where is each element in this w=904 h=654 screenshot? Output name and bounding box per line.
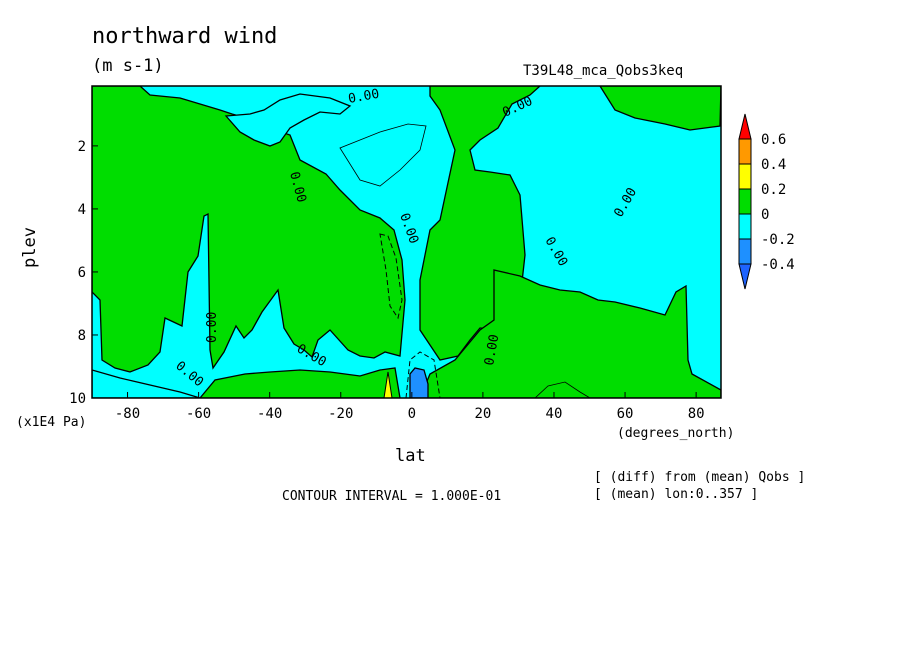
thin-contour-top [339, 123, 427, 187]
y-tick-label: 10 [69, 391, 86, 407]
x-tick-label: 80 [688, 406, 705, 422]
negative-blob-top-left [224, 93, 352, 147]
x-tick-label: -80 [115, 406, 140, 422]
dashed-contour-bottom [405, 351, 441, 398]
x-axis-ticks: -80 -60 -40 -20 0 20 40 60 80 [115, 392, 705, 422]
contour-interval-note: CONTOUR INTERVAL = 1.000E-01 [282, 489, 502, 504]
colorbar-label: 0.4 [761, 157, 786, 173]
positive-region-bottom-left [199, 367, 401, 398]
negative-blob-near-zero [409, 367, 429, 398]
x-tick-label: 40 [546, 406, 563, 422]
y-axis-unit: (x1E4 Pa) [16, 415, 87, 430]
contour-fill-layer [92, 86, 721, 398]
colorbar: 0.6 0.4 0.2 0 -0.2 -0.4 [738, 113, 795, 290]
x-tick-label: 20 [474, 406, 491, 422]
colorbar-segment [738, 138, 752, 165]
y-tick-label: 2 [78, 139, 86, 155]
x-tick-label: 0 [408, 406, 416, 422]
negative-blob-bottom-left [92, 369, 201, 398]
y-axis-ticks: 2 4 6 8 10 [69, 139, 98, 407]
colorbar-label: 0.2 [761, 182, 786, 198]
mean-note: [ (mean) lon:0..357 ] [594, 487, 759, 502]
dashed-contour-mid [379, 233, 403, 320]
positive-spike-near-zero [383, 371, 393, 398]
thin-contour-bottom [534, 381, 591, 398]
run-label: T39L48_mca_Qobs3keq [523, 63, 684, 79]
chart-title: northward wind [92, 24, 278, 49]
x-tick-label: 60 [617, 406, 634, 422]
positive-region-lower-right [419, 269, 721, 398]
colorbar-label: -0.4 [761, 257, 795, 273]
y-tick-label: 4 [78, 202, 86, 218]
colorbar-label: 0.6 [761, 132, 786, 148]
contour-label: 0.00 [347, 87, 380, 107]
y-tick-label: 8 [78, 328, 86, 344]
colorbar-segment [738, 213, 752, 240]
x-tick-label: -40 [257, 406, 282, 422]
plot-frame [91, 85, 722, 399]
x-axis-unit: (degrees_north) [617, 426, 735, 441]
x-tick-label: -20 [328, 406, 353, 422]
colorbar-bottom-arrow [738, 263, 752, 290]
colorbar-label: 0 [761, 207, 769, 223]
chart-units: (m s-1) [92, 56, 164, 76]
contour-label: 0.00 [205, 312, 220, 343]
diff-note: [ (diff) from (mean) Qobs ] [594, 470, 806, 485]
colorbar-segment [738, 163, 752, 190]
y-tick-label: 6 [78, 265, 86, 281]
colorbar-top-arrow [738, 113, 752, 140]
colorbar-segment [738, 188, 752, 215]
x-tick-label: -60 [186, 406, 211, 422]
contour-label: 0.00 [482, 333, 502, 366]
colorbar-label: -0.2 [761, 232, 795, 248]
x-axis-label: lat [395, 446, 426, 466]
colorbar-segment [738, 238, 752, 265]
